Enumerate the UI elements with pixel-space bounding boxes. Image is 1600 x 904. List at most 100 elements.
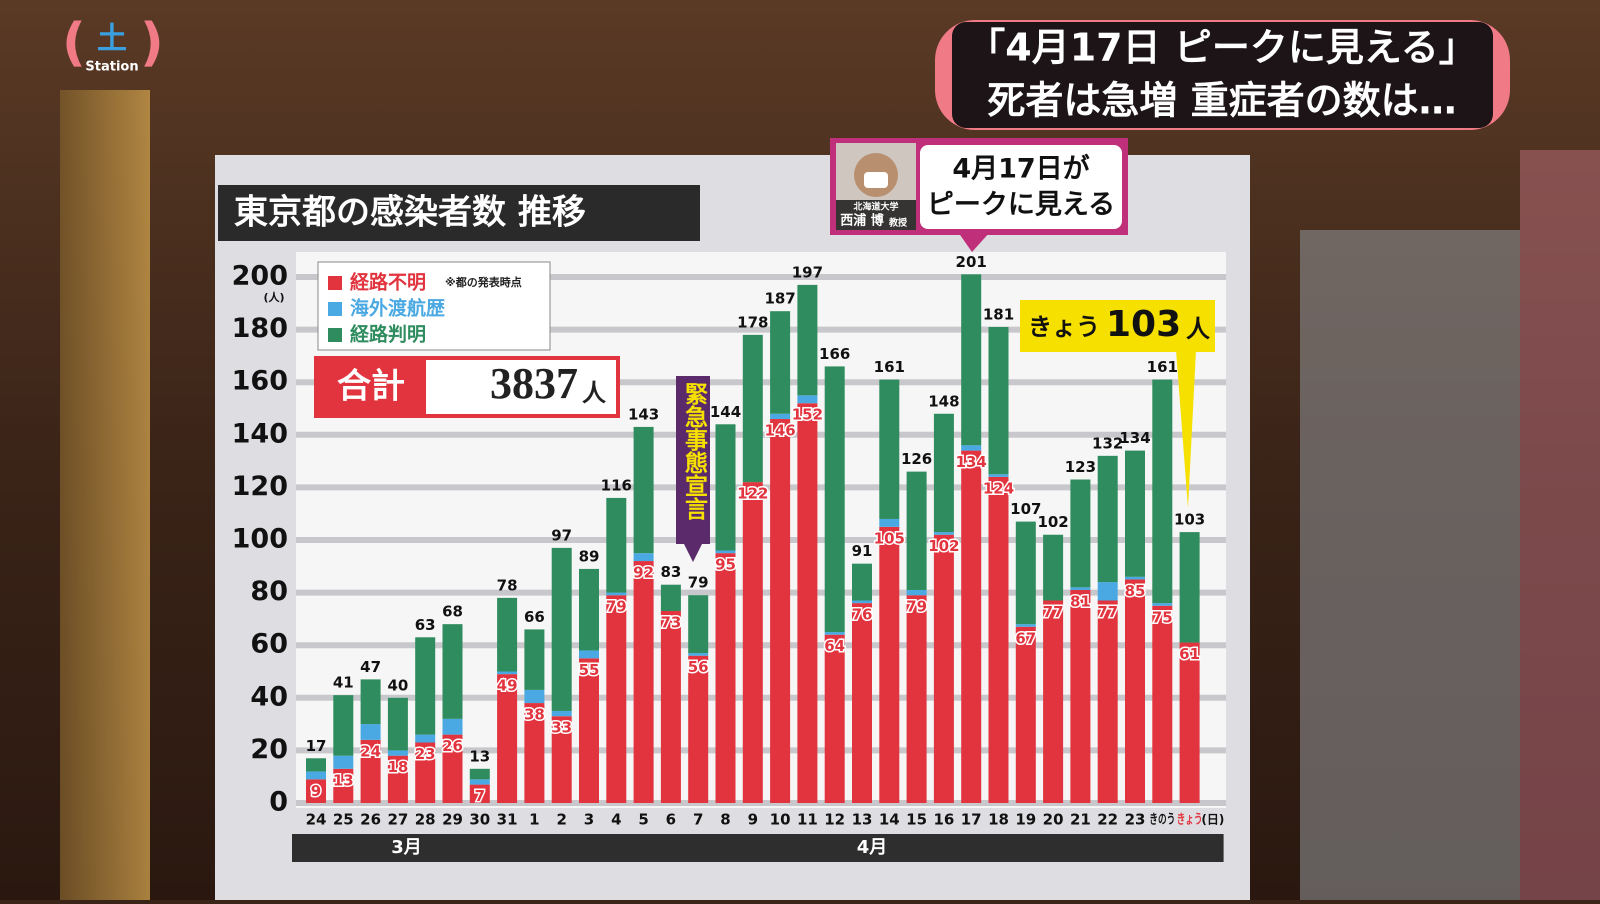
quote-tail [958, 232, 990, 252]
bar-segment [387, 750, 408, 756]
y-tick-label: 0 [269, 787, 288, 818]
bar-value-label: 92 [633, 564, 654, 582]
bar-total-label: 132 [1092, 434, 1123, 452]
bar-segment [1015, 521, 1036, 625]
bar-total-label: 123 [1065, 458, 1096, 476]
bar-segment [1043, 534, 1064, 601]
bar-segment [933, 413, 954, 533]
bar-segment [1152, 379, 1173, 604]
bar-segment [579, 568, 599, 651]
bar-segment [660, 584, 681, 612]
bar-total-label: 107 [1010, 500, 1041, 518]
bar-segment [333, 755, 354, 769]
declaration-box [676, 376, 710, 544]
bar-segment [824, 366, 845, 633]
x-tick-label: 22 [1097, 811, 1118, 829]
bar-segment [1125, 576, 1145, 580]
x-tick-label: 29 [442, 811, 463, 829]
declaration-arrow [684, 544, 702, 562]
bar-value-label: 61 [1179, 645, 1200, 663]
bar-total-label: 187 [764, 290, 795, 308]
studio-wall [60, 90, 150, 900]
bar-total-label: 116 [601, 476, 632, 494]
bar-segment [524, 689, 545, 704]
bar-total-label: 66 [524, 608, 545, 626]
bar-total-label: 83 [660, 563, 681, 581]
badge-text: 土 [97, 22, 127, 57]
bar-segment [715, 424, 736, 551]
bar-value-label: 56 [688, 658, 709, 676]
x-tick-label: 8 [720, 811, 730, 829]
bar-total-label: 143 [628, 405, 659, 423]
y-tick-label: 180 [232, 313, 288, 344]
bar-segment [1125, 450, 1145, 577]
bar-segment [1097, 455, 1118, 583]
bar-total-label: 47 [360, 658, 381, 676]
bar-total-label: 89 [579, 547, 600, 565]
x-tick-label: 15 [906, 811, 927, 829]
bar-total-label: 148 [928, 392, 959, 410]
bar-total-label: 97 [551, 526, 572, 544]
legend-swatch [328, 302, 342, 316]
bar-segment [988, 474, 1009, 477]
bar-value-label: 55 [579, 661, 600, 679]
expert-name: 西浦 博 [840, 213, 884, 229]
bar-value-label: 79 [906, 598, 927, 616]
expert-mask [864, 172, 888, 188]
x-tick-label: 1 [529, 811, 539, 829]
expert-affiliation: 北海道大学 [853, 201, 898, 213]
bar-segment [879, 518, 900, 527]
callout-tail [1176, 350, 1196, 508]
bar-segment [770, 311, 791, 414]
bar-segment [1070, 479, 1091, 588]
x-tick-label: 5 [638, 811, 648, 829]
bar-segment [1070, 587, 1091, 590]
bar-segment [415, 637, 436, 735]
bar-total-label: 13 [469, 747, 490, 765]
month-band [520, 834, 1224, 862]
bar-segment [469, 768, 490, 780]
bar-value-label: 76 [852, 606, 873, 624]
bar-segment [306, 758, 326, 772]
bar-segment [933, 534, 954, 803]
bar-value-label: 134 [956, 453, 987, 471]
callout-text: きょう [1028, 313, 1100, 341]
bar-segment [961, 450, 982, 803]
bar-segment [770, 419, 791, 803]
bar-segment [579, 650, 599, 659]
legend-label: 海外渡航歴 [350, 297, 445, 320]
bar-segment [906, 595, 927, 803]
x-unit: (日) [1201, 813, 1224, 827]
bar-segment [524, 703, 545, 803]
bar-total-label: 17 [306, 737, 327, 755]
bar-segment [660, 611, 681, 803]
bar-total-label: 126 [901, 450, 932, 468]
bar-segment [360, 739, 381, 803]
x-tick-label: 30 [469, 811, 490, 829]
x-tick-label: 10 [770, 811, 791, 829]
bar-segment [415, 734, 436, 743]
callout-unit: 人 [1186, 315, 1210, 343]
bar-segment [879, 526, 900, 803]
x-tick-label: 6 [666, 811, 676, 829]
bar-segment [688, 595, 709, 654]
bar-total-label: 102 [1037, 513, 1068, 531]
headline-line: 死者は急増 重症者の数は… [987, 79, 1456, 123]
bar-value-label: 38 [524, 706, 545, 724]
x-tick-label: 18 [988, 811, 1009, 829]
quote-box [920, 145, 1122, 229]
paren: ( [62, 13, 86, 73]
headline-line: 「4月17日 ピークに見える」 [967, 26, 1476, 70]
bar-segment [1179, 532, 1200, 643]
month-label: 4月 [857, 837, 888, 858]
bar-segment [551, 716, 572, 803]
bar-total-label: 166 [819, 345, 850, 363]
station-badge: ( ) 土 Station [62, 13, 164, 75]
bar-total-label: 63 [415, 616, 436, 634]
bar-value-label: 13 [333, 771, 354, 789]
bar-total-label: 201 [956, 253, 987, 271]
bar-total-label: 41 [333, 674, 354, 692]
bar-segment [606, 592, 627, 596]
x-tick-label: 27 [387, 811, 408, 829]
